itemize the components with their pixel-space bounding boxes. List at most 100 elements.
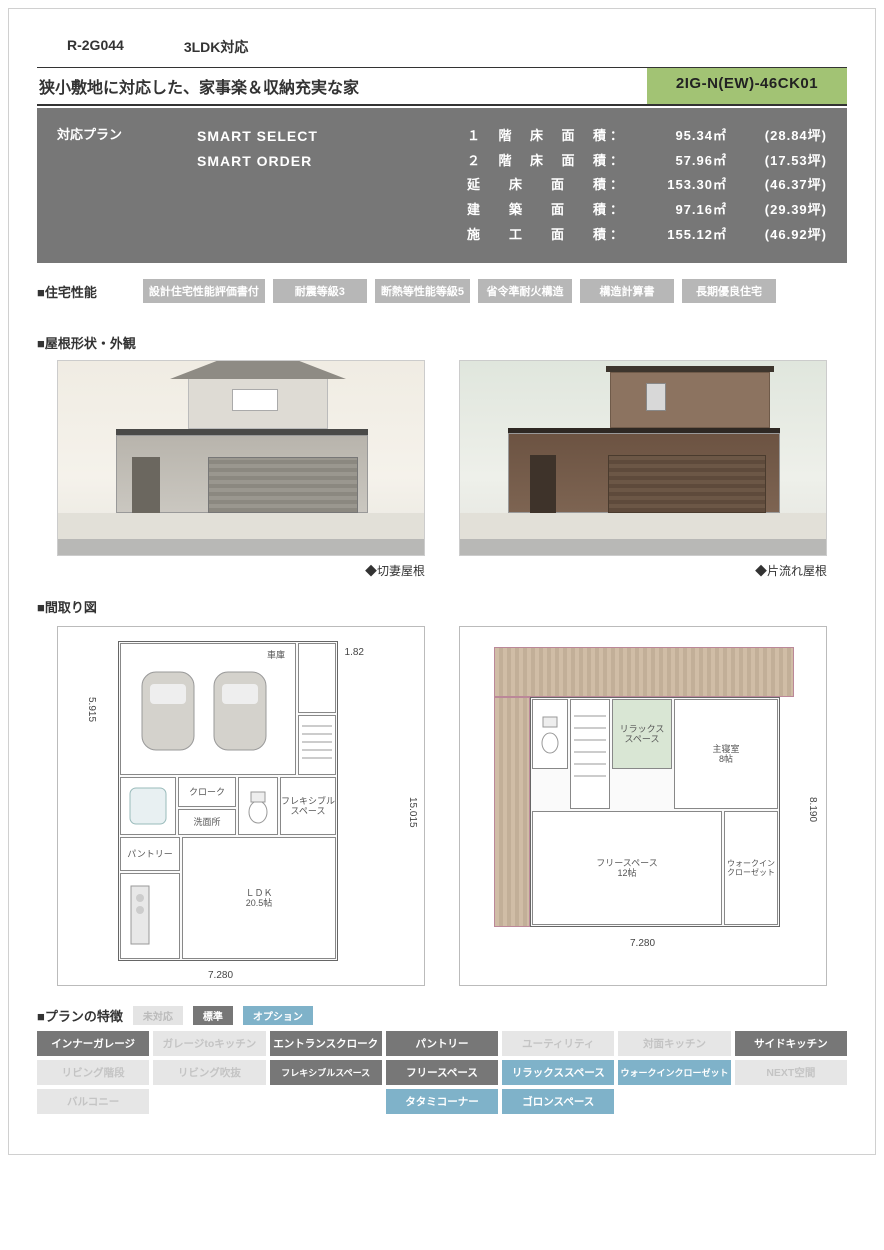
feature-tag: NEXT空間 (735, 1060, 847, 1085)
room-wic: ウォークイン クローゼット (724, 811, 778, 925)
spec-tsubo: (46.92坪) (727, 223, 827, 248)
spec-row: １ 階 床 面 積 ： 95.34㎡ (28.84坪) (417, 124, 827, 149)
feature-tag: 対面キッチン (618, 1031, 730, 1056)
features-label: ■プランの特徴 (37, 1006, 123, 1025)
feature-tag: エントランスクローク (270, 1031, 382, 1056)
spec-tsubo: (29.39坪) (727, 198, 827, 223)
perf-tag: 設計住宅性能評価書付 (143, 279, 265, 303)
spec-label: １ 階 床 面 積 (467, 124, 607, 149)
perf-tags: 設計住宅性能評価書付耐震等級3 断熱等性能等級5 省令準耐火構造構造計算書長期優良住… (143, 279, 776, 303)
house-render-shed (459, 360, 827, 556)
plan-label: 対応プラン (57, 124, 197, 247)
dim-1f-t: 1.82 (345, 647, 364, 658)
spec-val: 153.30㎡ (627, 173, 727, 198)
title-bar: 狭小敷地に対応した、家事楽＆収納充実な家 2IG-N(EW)-46CK01 (37, 67, 847, 106)
dim-2f-h: 8.190 (807, 797, 818, 822)
spec-label: ２ 階 床 面 積 (467, 149, 607, 174)
spec-tsubo: (28.84坪) (727, 124, 827, 149)
feature-tag: タタミコーナー (386, 1089, 498, 1114)
plan-code: 2IG-N(EW)-46CK01 (647, 68, 847, 104)
room-kitchen (120, 873, 180, 959)
plan-name-1: SMART SELECT (197, 124, 417, 149)
room-ldk: ＬＤＫ 20.5帖 (182, 837, 336, 959)
perf-label: ■住宅性能 (37, 282, 97, 301)
spec-tsubo: (46.37坪) (727, 173, 827, 198)
exterior-2-caption: ◆片流れ屋根 (459, 562, 827, 579)
spec-row: 建 築 面 積 ： 97.16㎡ (29.39坪) (417, 198, 827, 223)
page: R-2G044 3LDK対応 狭小敷地に対応した、家事楽＆収納充実な家 2IG-… (8, 8, 876, 1155)
room-garage: 車庫 (120, 643, 296, 775)
room-free: フリースペース 12帖 (532, 811, 722, 925)
spec-label: 延 床 面 積 (467, 173, 607, 198)
feature-tag: インナーガレージ (37, 1031, 149, 1056)
plan-names: SMART SELECT SMART ORDER (197, 124, 417, 247)
layout-type: 3LDK対応 (184, 37, 249, 57)
feature-tag: ガレージtoキッチン (153, 1031, 265, 1056)
room-wc2 (532, 699, 568, 769)
plan-name-2: SMART ORDER (197, 149, 417, 174)
feature-tag: ユーティリティ (502, 1031, 614, 1056)
legend-std: 標準 (193, 1006, 233, 1025)
feature-tag: ウォークインクローゼット (618, 1060, 730, 1085)
dim-2f-w: 7.280 (630, 938, 655, 949)
spec-tsubo: (17.53坪) (727, 149, 827, 174)
floor-plans: 車庫 クローク 洗面所 フレキシブル スペース パントリー ＬＤＫ 20.5帖 … (37, 626, 847, 986)
perf-tag: 省令準耐火構造 (478, 279, 572, 303)
floor-plan-2f: リラックス スペース 主寝室 8帖 フリースペース 12帖 ウォークイン クロー… (459, 626, 827, 986)
room-ent (298, 643, 336, 713)
feature-tag: フリースペース (386, 1060, 498, 1085)
feature-tag: フレキシブルスペース (270, 1060, 382, 1085)
house-render-gable (57, 360, 425, 556)
legend-opt: オプション (243, 1006, 313, 1025)
perf-tag: 長期優良住宅 (682, 279, 776, 303)
room-wash: 洗面所 (178, 809, 236, 835)
perf-tag: 構造計算書 (580, 279, 674, 303)
feature-tag: パントリー (386, 1031, 498, 1056)
spec-val: 57.96㎡ (627, 149, 727, 174)
exterior-1-caption: ◆切妻屋根 (57, 562, 425, 579)
balcony-top (494, 647, 794, 697)
car-icon (128, 654, 288, 764)
exterior-images: ◆切妻屋根 ◆片流れ屋根 (37, 360, 847, 579)
feature-tag: リビング吹抜 (153, 1060, 265, 1085)
exterior-label: ■屋根形状・外観 (37, 333, 847, 352)
room-pantry: パントリー (120, 837, 180, 871)
balcony-left (494, 697, 530, 927)
exterior-1: ◆切妻屋根 (57, 360, 425, 579)
spec-row: ２ 階 床 面 積 ： 57.96㎡ (17.53坪) (417, 149, 827, 174)
features-grid: インナーガレージガレージtoキッチンエントランスクロークパントリーユーティリティ… (37, 1031, 847, 1114)
perf-tag: 断熱等性能等級5 (375, 279, 470, 303)
legend-na: 未対応 (133, 1006, 183, 1025)
spec-val: 155.12㎡ (627, 223, 727, 248)
perf-tag: 耐震等級3 (273, 279, 367, 303)
room-stair (298, 715, 336, 775)
room-bath (120, 777, 176, 835)
spec-val: 97.16㎡ (627, 198, 727, 223)
room-wc (238, 777, 278, 835)
spec-row: 施 工 面 積 ： 155.12㎡ (46.92坪) (417, 223, 827, 248)
feature-tag: リビング階段 (37, 1060, 149, 1085)
page-title: 狭小敷地に対応した、家事楽＆収納充実な家 (37, 68, 647, 104)
feature-tag: ゴロンスペース (502, 1089, 614, 1114)
plan-spec-box: 対応プラン SMART SELECT SMART ORDER １ 階 床 面 積… (37, 108, 847, 263)
spec-table: １ 階 床 面 積 ： 95.34㎡ (28.84坪)２ 階 床 面 積 ： 5… (417, 124, 827, 247)
top-line: R-2G044 3LDK対応 (37, 37, 847, 57)
feature-tag: バルコニー (37, 1089, 149, 1114)
exterior-2: ◆片流れ屋根 (459, 360, 827, 579)
code-short: R-2G044 (67, 37, 124, 57)
performance-row: ■住宅性能 設計住宅性能評価書付耐震等級3 断熱等性能等級5 省令準耐火構造構造計算… (37, 279, 847, 303)
floor-plan-1f: 車庫 クローク 洗面所 フレキシブル スペース パントリー ＬＤＫ 20.5帖 … (57, 626, 425, 986)
spec-label: 建 築 面 積 (467, 198, 607, 223)
dim-1f-w: 7.280 (208, 970, 233, 981)
feature-tag: リラックススペース (502, 1060, 614, 1085)
floorplan-label: ■間取り図 (37, 597, 847, 616)
dim-1f-h: 15.015 (407, 797, 418, 828)
dim-1f-g: 5.915 (86, 697, 97, 722)
room-flex: フレキシブル スペース (280, 777, 336, 835)
feature-tag: サイドキッチン (735, 1031, 847, 1056)
spec-val: 95.34㎡ (627, 124, 727, 149)
spec-row: 延 床 面 積 ： 153.30㎡ (46.37坪) (417, 173, 827, 198)
features-header: ■プランの特徴 未対応 標準 オプション (37, 1006, 847, 1025)
room-stair2 (570, 699, 610, 809)
room-closet: クローク (178, 777, 236, 807)
